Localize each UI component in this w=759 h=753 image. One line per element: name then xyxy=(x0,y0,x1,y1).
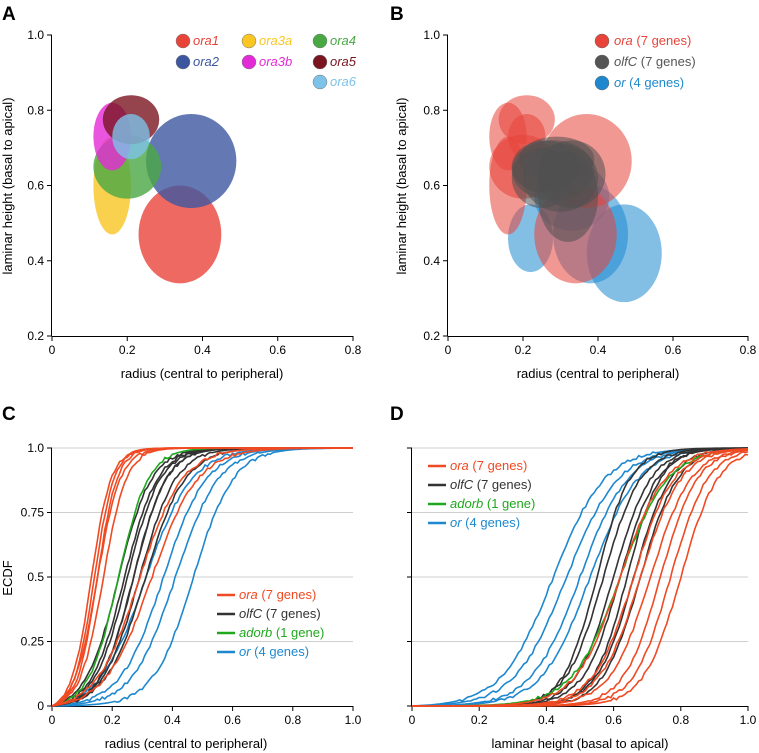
legend-label-ora6: ora6 xyxy=(330,74,357,89)
panel-label-c: C xyxy=(2,404,16,425)
ellipse-olfC xyxy=(538,140,606,209)
panel-c-x-tick-label: 0 xyxy=(49,713,56,727)
ellipse-ora6 xyxy=(112,114,150,160)
panel-c-ylabel: ECDF xyxy=(0,560,15,595)
legend-marker-ora4 xyxy=(312,33,328,49)
legend-marker-ora2 xyxy=(175,54,191,70)
panel-c-line-ora xyxy=(51,447,353,707)
panel-b-legend-label: olfC (7 genes) xyxy=(614,54,696,69)
panel-b-legend-marker xyxy=(594,54,610,70)
panel-c-y-tick-label: 0 xyxy=(37,699,44,713)
panel-b-ylabel: laminar height (basal to apical) xyxy=(394,97,409,274)
panel-c-y-tick-label: 0.25 xyxy=(21,635,45,649)
panel-d-x-tick-label: 1.0 xyxy=(740,713,757,727)
panel-b-legend-label: or (4 genes) xyxy=(614,75,684,90)
panel-a-chart: 0 0.2 0.4 0.6 0.8 0.2 0.4 0.6 0.8 1.0 ora1 ora2 ora3… xyxy=(27,28,361,357)
panel-a-y-tick-label: 0.8 xyxy=(27,103,44,117)
panel-c-x-tick-label: 0.2 xyxy=(104,713,121,727)
legend-label-ora2: ora2 xyxy=(193,54,220,69)
panel-a-y-tick-label: 0.6 xyxy=(27,179,44,193)
panel-c-legend-label: olfC (7 genes) xyxy=(239,606,321,621)
panel-b-legend-label: ora (7 genes) xyxy=(614,33,691,48)
panel-label-d: D xyxy=(390,404,404,425)
panel-a-x-tick-label: 0.8 xyxy=(345,343,362,357)
panel-b-y-tick-label: 0.8 xyxy=(423,103,440,117)
panel-b-x-tick-label: 0.8 xyxy=(740,343,757,357)
legend-marker-ora3b xyxy=(241,54,257,70)
panel-b-xlabel: radius (central to peripheral) xyxy=(517,366,680,381)
panel-d-legend-label: olfC (7 genes) xyxy=(450,477,532,492)
panel-c-y-tick-label: 0.75 xyxy=(21,506,45,520)
panel-a-x-tick-label: 0.4 xyxy=(194,343,211,357)
legend-label-ora3b: ora3b xyxy=(259,54,292,69)
panel-a-xlabel: radius (central to peripheral) xyxy=(121,366,284,381)
panel-c-y-tick-label: 0.5 xyxy=(27,570,44,584)
legend-marker-ora5 xyxy=(312,54,328,70)
panel-b-legend-marker xyxy=(594,75,610,91)
ellipse-ora1 xyxy=(138,185,222,284)
legend-label-ora1: ora1 xyxy=(193,33,219,48)
panel-d-xlabel: laminar height (basal to apical) xyxy=(491,736,668,751)
panel-d-legend-label: adorb (1 gene) xyxy=(450,496,535,511)
panel-c-x-tick-label: 0.6 xyxy=(224,713,241,727)
panel-c-y-tick-label: 1.0 xyxy=(27,441,44,455)
panel-b-legend-marker xyxy=(594,33,610,49)
panel-b-y-tick-label: 0.2 xyxy=(423,329,440,343)
ellipse-ora2 xyxy=(146,114,237,209)
panel-d-chart: 0 0.2 0.4 0.6 0.8 1.0 ora (7 genes) olfC (7 gen… xyxy=(407,447,757,727)
panel-d-x-tick-label: 0 xyxy=(409,713,416,727)
panel-d-x-tick-label: 0.8 xyxy=(672,713,689,727)
panel-c-x-tick-label: 0.8 xyxy=(284,713,301,727)
panel-b-y-tick-label: 0.4 xyxy=(423,254,440,268)
panel-d-x-tick-label: 0.2 xyxy=(471,713,488,727)
legend-marker-ora3a xyxy=(241,33,257,49)
panel-d-x-tick-label: 0.4 xyxy=(538,713,555,727)
panel-a-ylabel: laminar height (basal to apical) xyxy=(0,97,15,274)
panel-c-x-tick-label: 1.0 xyxy=(345,713,362,727)
legend-marker-ora6 xyxy=(312,74,328,90)
legend-label-ora4: ora4 xyxy=(330,33,356,48)
panel-c-x-tick-label: 0.4 xyxy=(164,713,181,727)
panel-c-legend-label: adorb (1 gene) xyxy=(239,625,324,640)
legend-label-ora5: ora5 xyxy=(330,54,357,69)
panel-b-chart: 0 0.2 0.4 0.6 0.8 0.2 0.4 0.6 0.8 1.0 ora (7 genes… xyxy=(423,28,756,357)
panel-b-y-tick-label: 1.0 xyxy=(423,28,440,42)
panel-c-legend-label: or (4 genes) xyxy=(239,644,309,659)
panel-d-legend-label: or (4 genes) xyxy=(450,515,520,530)
panel-a-y-tick-label: 1.0 xyxy=(27,28,44,42)
panel-b-x-tick-label: 0.2 xyxy=(515,343,532,357)
panel-a-x-tick-label: 0.2 xyxy=(119,343,136,357)
panel-label-b: B xyxy=(390,4,404,25)
panel-a-y-tick-label: 0.4 xyxy=(27,254,44,268)
panel-b-x-tick-label: 0.6 xyxy=(665,343,682,357)
panel-b-y-tick-label: 0.6 xyxy=(423,179,440,193)
panel-d-x-tick-label: 0.6 xyxy=(605,713,622,727)
legend-label-ora3a: ora3a xyxy=(259,33,292,48)
panel-c-xlabel: radius (central to peripheral) xyxy=(105,736,268,751)
panel-c-chart: 0 0.2 0.4 0.6 0.8 1.0 0 0.25 0.5 0.75 1.0 ora (7 ge… xyxy=(21,441,362,727)
panel-a-x-tick-label: 0.6 xyxy=(269,343,286,357)
panel-a-x-tick-label: 0 xyxy=(49,343,56,357)
panel-a-y-tick-label: 0.2 xyxy=(27,329,44,343)
panel-d-legend-label: ora (7 genes) xyxy=(450,458,527,473)
panel-d-line-ora xyxy=(412,453,749,707)
panel-b-x-tick-label: 0 xyxy=(445,343,452,357)
panel-b-x-tick-label: 0.4 xyxy=(590,343,607,357)
legend-marker-ora1 xyxy=(175,33,191,49)
panel-label-a: A xyxy=(2,4,16,25)
panel-c-legend-label: ora (7 genes) xyxy=(239,587,316,602)
